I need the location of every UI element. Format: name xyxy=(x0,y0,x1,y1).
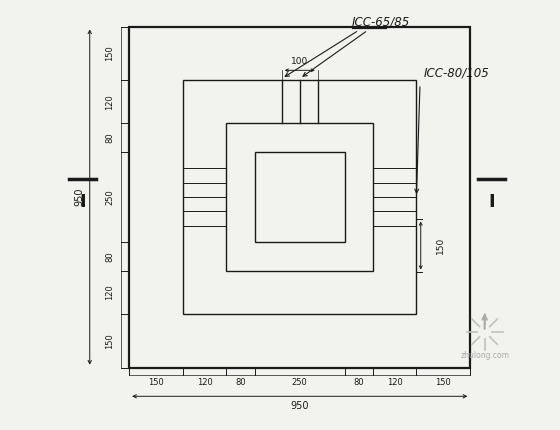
Text: 100: 100 xyxy=(291,57,309,66)
Text: 150: 150 xyxy=(105,46,114,61)
Bar xyxy=(129,27,470,368)
Text: 120: 120 xyxy=(105,94,114,110)
Text: 150: 150 xyxy=(148,378,164,387)
Text: 950: 950 xyxy=(291,401,309,412)
Text: I: I xyxy=(79,194,86,212)
Text: 120: 120 xyxy=(105,284,114,300)
Text: 80: 80 xyxy=(354,378,365,387)
Text: 250: 250 xyxy=(292,378,307,387)
Bar xyxy=(255,152,344,242)
Text: 150: 150 xyxy=(436,237,445,254)
Text: 80: 80 xyxy=(105,132,114,143)
Text: 150: 150 xyxy=(105,333,114,349)
Bar xyxy=(183,80,417,314)
Text: 80: 80 xyxy=(235,378,246,387)
Text: zhulong.com: zhulong.com xyxy=(460,350,509,359)
Text: ICC-65/85: ICC-65/85 xyxy=(352,15,410,28)
Text: 950: 950 xyxy=(74,188,85,206)
Text: 150: 150 xyxy=(436,378,451,387)
Text: 120: 120 xyxy=(387,378,403,387)
Text: 250: 250 xyxy=(105,189,114,205)
Text: 120: 120 xyxy=(197,378,212,387)
Text: I: I xyxy=(488,194,495,212)
Bar xyxy=(226,123,374,270)
Text: ICC-80/105: ICC-80/105 xyxy=(423,67,489,80)
Text: 80: 80 xyxy=(105,251,114,261)
